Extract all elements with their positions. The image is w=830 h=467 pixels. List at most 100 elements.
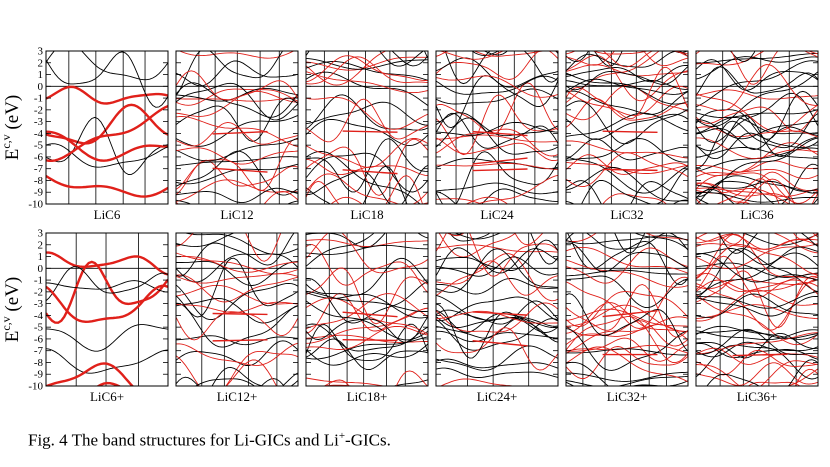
y-tick-label: -8 (34, 357, 44, 369)
band-curve-black (306, 323, 428, 352)
band-curve-black (696, 175, 818, 195)
band-curve-black (306, 138, 428, 193)
band-curve-red (306, 233, 428, 274)
band-curve-black (436, 303, 558, 359)
band-curve-red (436, 253, 558, 302)
band-curve-red (591, 51, 688, 57)
band-curve-black (696, 295, 818, 317)
band-curve-red (696, 64, 818, 112)
band-curve-red (566, 66, 688, 120)
flat-band (342, 130, 398, 133)
panel-label: LiC32+ (607, 389, 648, 404)
band-curve-black (46, 51, 168, 81)
band-curve-black (696, 248, 818, 296)
y-tick-label: -6 (34, 333, 44, 345)
band-panel: LiC24 (435, 50, 559, 222)
band-curve-black (436, 296, 558, 322)
band-curve-red (46, 251, 168, 276)
band-curve-black (176, 60, 298, 87)
band-curve-red (176, 88, 298, 106)
band-curve-red (747, 381, 801, 386)
band-curve-black (696, 328, 818, 356)
band-curve-red (566, 316, 688, 364)
band-curve-black (696, 262, 818, 278)
band-curve-red (306, 244, 428, 294)
band-curve-black (436, 121, 558, 136)
band-curve-black (696, 60, 818, 108)
flat-band (602, 168, 658, 172)
band-curve-red (176, 70, 298, 101)
band-curve-black (306, 51, 428, 67)
y-tick-label: -2 (34, 286, 43, 298)
band-curve-black (436, 188, 558, 204)
band-curve-black (436, 248, 558, 274)
band-curve-black (696, 192, 818, 203)
band-curve-red (176, 190, 298, 204)
band-panel: LiC36 (695, 50, 819, 222)
y-tick-label: -9 (34, 369, 44, 381)
band-curve-black (306, 244, 428, 255)
band-curve-black (306, 101, 428, 126)
band-curve-red (566, 284, 688, 338)
panel-frame (305, 50, 429, 205)
panel-frame (45, 50, 169, 205)
band-curve-red (436, 134, 558, 143)
band-curve-red (306, 56, 428, 71)
panel-label: LiC12 (220, 207, 253, 222)
band-curve-red (696, 137, 818, 159)
band-curve-red (566, 85, 688, 117)
flat-band (342, 169, 398, 175)
panel-label: LiC6 (94, 207, 121, 222)
band-curve-black (211, 366, 298, 386)
flat-band (342, 311, 398, 318)
y-tick-label: -1 (34, 93, 43, 105)
band-curve-black (176, 187, 298, 204)
panel-label: LiC24 (480, 207, 514, 222)
band-curve-red (696, 233, 818, 242)
panel-label: LiC24+ (477, 389, 518, 404)
band-curve-red (46, 362, 135, 386)
band-panel: LiC18 (305, 50, 429, 222)
panel-frame (435, 50, 559, 205)
band-curve-red (696, 278, 818, 290)
band-curve-red (306, 96, 428, 130)
band-curve-red (46, 130, 168, 162)
band-curve-red (696, 362, 818, 386)
band-curve-black (436, 117, 558, 155)
band-curve-black (176, 51, 284, 96)
band-curve-black (741, 233, 818, 246)
band-curve-black (306, 164, 428, 204)
band-curve-black (46, 143, 168, 168)
y-tick-label: -4 (34, 310, 44, 322)
band-curve-red (465, 196, 509, 204)
band-curve-red (696, 188, 791, 204)
band-curve-red (176, 350, 298, 386)
band-curve-red (176, 256, 298, 273)
band-curve-red (306, 377, 386, 386)
band-curve-black (379, 51, 425, 67)
panel-frame (175, 50, 299, 205)
y-tick-label: 3 (38, 228, 44, 240)
band-curve-red (727, 368, 818, 386)
band-curve-black (696, 246, 818, 266)
panel-frame (695, 232, 819, 387)
band-curve-black (696, 92, 818, 143)
band-curve-black (696, 56, 818, 80)
band-curve-red (176, 96, 298, 102)
band-curve-red (566, 316, 688, 354)
band-curve-red (436, 198, 558, 204)
y-tick-label: 0 (38, 263, 44, 275)
band-curve-red (436, 128, 558, 157)
flat-band (732, 353, 788, 357)
band-curve-black (183, 233, 298, 255)
band-curve-black (436, 248, 558, 293)
band-curve-black (566, 275, 688, 309)
band-curve-black (696, 341, 818, 358)
band-curve-red (696, 243, 818, 277)
y-tick-label: 1 (38, 251, 44, 263)
panel-label: LiC12+ (217, 389, 258, 404)
band-curve-red (176, 147, 298, 165)
y-tick-label: -3 (34, 116, 44, 128)
band-curve-black (566, 269, 688, 277)
band-curve-red (696, 178, 818, 204)
